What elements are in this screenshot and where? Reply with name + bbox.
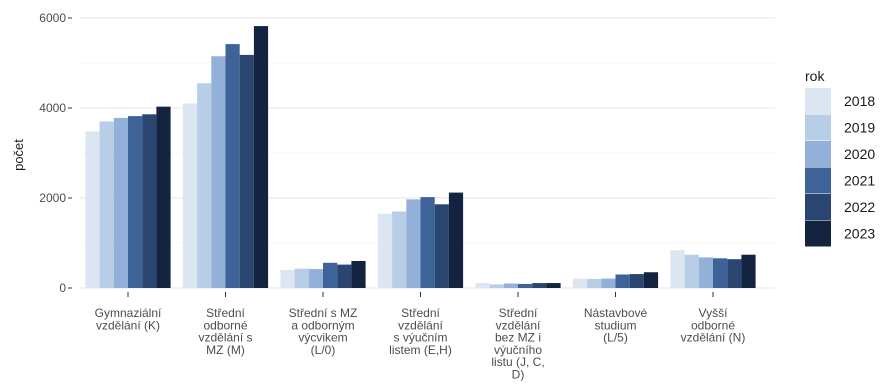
x-tick-label: Střední vzdělání s výučním listem (E,H) (389, 306, 452, 357)
bar-2020-2 (211, 56, 226, 288)
legend-label-2021: 2021 (844, 173, 875, 189)
bar-2020-5 (503, 283, 518, 288)
bar-2019-2 (197, 83, 212, 288)
x-tick-label: Nástavbové studium (L/5) (584, 306, 648, 345)
bar-2020-4 (406, 199, 421, 288)
bar-2023-5 (546, 283, 561, 288)
legend-key-2022 (805, 194, 831, 220)
bar-2019-3 (294, 268, 309, 288)
legend: rok 2018 2019 2020 2021 2022 2023 (805, 68, 875, 247)
legend-label-2022: 2022 (844, 199, 875, 215)
bar-2023-2 (253, 26, 269, 288)
bar-2023-3 (351, 261, 366, 288)
bar-2020-6 (601, 278, 616, 288)
x-tick-label: Střední s MZ a odborným výcvikem (L/0) (289, 306, 358, 357)
bar-2018-7 (670, 250, 685, 288)
bar-2023-7 (741, 254, 756, 288)
bar-2020-3 (308, 269, 323, 288)
y-axis-ticks: 0 2000 4000 6000 (39, 11, 72, 295)
legend-label-2019: 2019 (844, 120, 875, 136)
bar-2022-4 (434, 204, 449, 288)
bar-2019-7 (684, 254, 699, 288)
x-tick-label: Gymnaziální vzdělání (K) (95, 306, 162, 332)
bar-2019-1 (99, 121, 114, 288)
bar-2021-2 (225, 44, 240, 288)
bar-2022-5 (532, 283, 547, 288)
bar-2020-1 (113, 117, 128, 289)
x-axis-ticks: Gymnaziální vzdělání (K) Střední odborné vzd… (95, 292, 746, 382)
bar-2021-4 (420, 197, 435, 288)
bar-2022-1 (142, 114, 157, 288)
bar-2019-4 (392, 211, 407, 288)
bar-2018-4 (377, 213, 393, 288)
legend-key-2021 (805, 167, 831, 194)
legend-key-2019 (805, 114, 831, 141)
bar-2018-3 (280, 270, 295, 288)
bar-2021-3 (323, 262, 338, 288)
bar-2022-6 (629, 274, 644, 288)
y-tick-label: 6000 (39, 11, 66, 25)
bar-2018-1 (85, 131, 100, 288)
bar-2022-3 (337, 264, 352, 288)
x-tick-label: Vyšší odborné vzdělání (N) (681, 306, 746, 345)
bar-2021-5 (518, 283, 533, 288)
legend-label-2020: 2020 (844, 146, 875, 162)
bar-2022-2 (239, 54, 254, 289)
legend-label-2018: 2018 (844, 93, 875, 109)
bar-2020-7 (698, 257, 713, 288)
y-axis-title: počet (11, 139, 26, 171)
bar-2021-6 (615, 274, 630, 288)
legend-label-2023: 2023 (844, 226, 875, 242)
legend-key-2020 (805, 141, 831, 167)
legend-key-2023 (805, 220, 831, 247)
x-tick-label: Střední odborné vzdělání s MZ (M) (198, 306, 252, 357)
bar-2018-2 (182, 103, 198, 288)
bar-2022-7 (727, 259, 742, 288)
legend-key-2018 (805, 88, 831, 114)
y-tick-label: 0 (59, 281, 66, 295)
bar-2023-4 (448, 192, 464, 288)
legend-title: rok (805, 68, 825, 84)
bar-2023-1 (156, 106, 171, 289)
bar-2018-5 (475, 283, 490, 288)
bar-2018-6 (572, 278, 588, 288)
bar-2019-5 (489, 284, 504, 288)
bar-2021-7 (713, 258, 728, 288)
x-tick-label: Střední vzdělání bez MZ i výučního listu (J,… (491, 306, 544, 382)
y-tick-label: 2000 (39, 191, 66, 205)
bars (85, 26, 756, 289)
bar-2019-6 (587, 279, 602, 288)
bar-2021-1 (128, 116, 143, 288)
bar-2023-6 (643, 272, 659, 288)
y-tick-label: 4000 (39, 101, 66, 115)
